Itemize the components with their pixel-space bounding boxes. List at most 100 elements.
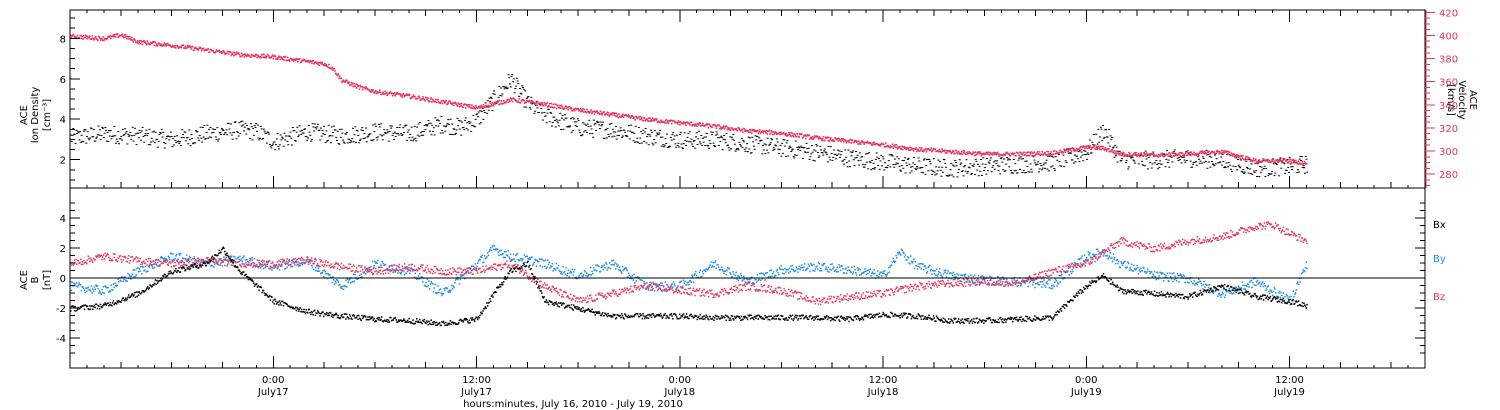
density-point bbox=[976, 169, 979, 171]
density-point bbox=[1082, 160, 1085, 162]
by-point bbox=[765, 272, 768, 274]
by-point bbox=[441, 293, 444, 295]
by-point bbox=[993, 281, 996, 284]
by-point bbox=[389, 268, 391, 271]
density-point bbox=[1146, 168, 1149, 170]
velocity-point bbox=[1274, 161, 1277, 164]
by-point bbox=[579, 276, 581, 278]
by-point bbox=[479, 259, 481, 261]
by-point bbox=[499, 250, 501, 252]
by-point bbox=[1152, 273, 1154, 275]
by-point bbox=[778, 267, 781, 269]
velocity-point bbox=[1162, 154, 1164, 157]
velocity-point bbox=[1027, 151, 1030, 153]
density-point bbox=[457, 125, 460, 127]
velocity-point bbox=[271, 54, 274, 56]
velocity-point bbox=[1068, 147, 1071, 150]
density-point bbox=[230, 134, 233, 136]
density-point bbox=[686, 136, 689, 138]
velocity-point bbox=[683, 121, 685, 123]
by-point bbox=[90, 285, 93, 287]
density-point bbox=[98, 129, 101, 131]
velocity-point bbox=[460, 104, 462, 107]
velocity-point bbox=[162, 43, 165, 46]
by-point bbox=[293, 258, 295, 261]
density-point bbox=[274, 149, 277, 151]
velocity-point bbox=[871, 144, 874, 146]
velocity-point bbox=[403, 95, 405, 98]
velocity-point bbox=[97, 39, 99, 41]
velocity-point bbox=[1220, 152, 1222, 155]
density-point bbox=[244, 122, 247, 124]
by-point bbox=[1121, 262, 1123, 265]
density-point bbox=[944, 166, 947, 168]
density-point bbox=[1241, 171, 1244, 173]
density-point bbox=[897, 158, 900, 160]
by-point bbox=[119, 279, 122, 282]
density-point bbox=[818, 155, 821, 157]
by-point bbox=[974, 281, 977, 284]
velocity-point bbox=[254, 55, 256, 58]
density-point bbox=[483, 110, 486, 112]
by-point bbox=[475, 267, 477, 269]
by-point bbox=[263, 263, 266, 266]
velocity-point bbox=[861, 139, 863, 142]
velocity-point bbox=[985, 151, 988, 154]
by-point bbox=[743, 275, 745, 278]
velocity-point bbox=[1095, 148, 1097, 151]
velocity-point bbox=[70, 34, 72, 37]
velocity-point bbox=[1055, 150, 1058, 153]
velocity-point bbox=[855, 139, 857, 142]
by-point bbox=[730, 276, 733, 278]
by-point bbox=[853, 265, 856, 268]
by-point bbox=[507, 249, 509, 252]
by-point bbox=[1060, 274, 1062, 277]
by-point bbox=[1080, 257, 1083, 259]
velocity-point bbox=[298, 57, 301, 60]
velocity-point bbox=[467, 104, 470, 106]
density-point bbox=[1133, 160, 1136, 162]
velocity-point bbox=[494, 103, 496, 105]
velocity-point bbox=[727, 128, 730, 131]
density-point bbox=[1027, 171, 1030, 173]
density-point bbox=[521, 85, 524, 87]
density-point bbox=[239, 121, 242, 123]
by-point bbox=[474, 263, 477, 265]
by-point bbox=[1130, 269, 1132, 271]
density-point bbox=[188, 129, 191, 131]
velocity-point bbox=[918, 146, 921, 149]
velocity-point bbox=[914, 148, 917, 151]
by-point bbox=[214, 260, 217, 263]
by-point bbox=[1194, 282, 1197, 285]
density-point bbox=[1245, 160, 1248, 162]
by-point bbox=[672, 286, 674, 288]
by-point bbox=[431, 282, 433, 284]
by-point bbox=[557, 264, 560, 267]
by-point bbox=[1214, 286, 1217, 289]
by-point bbox=[768, 275, 770, 278]
density-point bbox=[468, 123, 471, 125]
by-point bbox=[1202, 283, 1205, 286]
density-point bbox=[948, 174, 951, 176]
density-point bbox=[537, 111, 540, 113]
density-point bbox=[493, 90, 496, 92]
velocity-point bbox=[1017, 152, 1019, 154]
density-point bbox=[87, 137, 90, 139]
by-point bbox=[630, 277, 633, 280]
density-point bbox=[682, 143, 685, 145]
density-point bbox=[941, 166, 944, 168]
by-point bbox=[643, 280, 645, 283]
density-point bbox=[313, 130, 316, 132]
density-point bbox=[774, 144, 777, 146]
density-point bbox=[669, 136, 672, 138]
by-point bbox=[142, 266, 144, 268]
density-point bbox=[827, 146, 830, 148]
density-point bbox=[367, 135, 370, 137]
density-point bbox=[882, 158, 885, 160]
by-point bbox=[757, 279, 759, 282]
density-point bbox=[541, 112, 544, 114]
by-point bbox=[623, 268, 625, 271]
velocity-point bbox=[1280, 159, 1283, 162]
by-point bbox=[593, 269, 596, 272]
by-point bbox=[382, 262, 384, 265]
